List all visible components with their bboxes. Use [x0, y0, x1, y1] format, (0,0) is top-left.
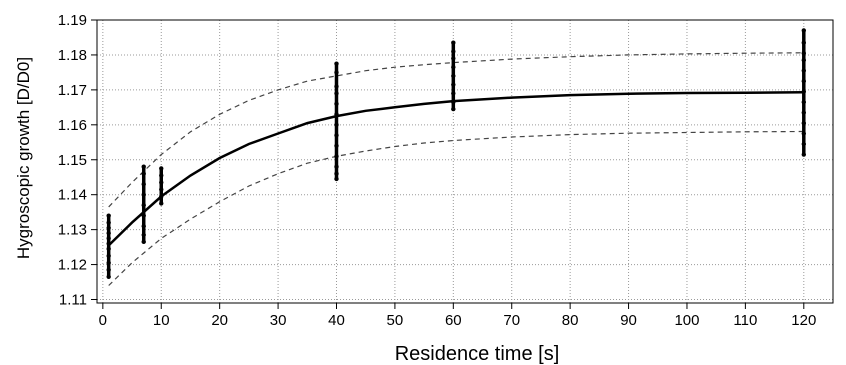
y-axis-title: Hygroscopic growth [D/D0] [14, 57, 33, 259]
y-tick-label: 1.17 [58, 82, 87, 99]
data-point [451, 64, 456, 70]
data-point [334, 154, 339, 159]
data-point [334, 171, 339, 176]
data-point [106, 225, 111, 231]
y-tick-label: 1.19 [58, 12, 87, 29]
data-point [801, 78, 806, 84]
data-point [106, 236, 111, 241]
series-lines [107, 52, 804, 286]
data-point [141, 171, 146, 176]
lower-bound-curve [108, 130, 804, 286]
data-point [801, 110, 806, 115]
data-point [106, 260, 111, 266]
data-point [451, 106, 456, 112]
grid-lines [97, 19, 833, 303]
data-point [801, 50, 806, 56]
data-point [334, 91, 339, 96]
data-point [106, 220, 111, 225]
data-point [801, 141, 806, 147]
x-tick-label: 110 [733, 312, 757, 329]
y-tick-label: 1.16 [58, 117, 87, 134]
data-point [159, 201, 164, 206]
data-point [141, 164, 146, 169]
data-point [801, 68, 806, 73]
x-axis-title: Residence time [s] [395, 343, 560, 365]
data-point [106, 267, 111, 273]
data-point [801, 57, 806, 63]
data-point [141, 239, 146, 245]
data-point [106, 274, 111, 279]
data-point [334, 70, 339, 75]
data-point [106, 213, 111, 218]
data-point [334, 61, 339, 66]
data-point [141, 182, 146, 187]
data-point [106, 241, 111, 246]
data-points [106, 28, 806, 279]
y-tick-label: 1.18 [58, 47, 87, 64]
data-point [141, 202, 146, 208]
data-point [801, 131, 806, 136]
data-point [801, 40, 806, 45]
y-tick-label: 1.14 [58, 187, 87, 204]
data-point [334, 133, 339, 138]
data-point [141, 192, 146, 197]
plot-frame [96, 19, 834, 304]
x-tick-label: 80 [562, 312, 579, 329]
x-tick-label: 10 [153, 312, 170, 329]
y-tick-labels: 1.11 1.12 1.13 1.14 1.15 1.16 1.17 1.18 1.19 [58, 12, 87, 309]
data-point [334, 122, 339, 128]
data-point [141, 223, 146, 229]
data-point [334, 176, 339, 182]
x-tick-label: 120 [791, 312, 816, 329]
data-point [451, 73, 456, 79]
axis-ticks [91, 19, 805, 309]
data-point [451, 99, 456, 105]
data-point [451, 49, 456, 54]
data-point [159, 187, 164, 192]
x-tick-label: 70 [503, 312, 520, 329]
x-tick-label: 40 [328, 312, 345, 329]
data-point [451, 40, 456, 45]
x-tick-labels: 0 10 20 30 40 50 60 70 80 90 100 110 120 [99, 312, 817, 329]
x-tick-label: 30 [270, 312, 287, 329]
x-tick-label: 50 [387, 312, 404, 329]
y-tick-label: 1.12 [58, 257, 87, 274]
data-point [334, 112, 339, 117]
data-point [801, 89, 806, 94]
x-tick-label: 20 [211, 312, 228, 329]
data-point [334, 164, 339, 169]
x-tick-label: 100 [674, 312, 699, 329]
data-point [159, 166, 164, 171]
data-point [801, 99, 806, 105]
data-point [334, 143, 339, 148]
data-point [801, 120, 806, 126]
x-tick-label: 60 [445, 312, 462, 329]
data-point [451, 56, 456, 61]
x-tick-label: 0 [99, 312, 107, 329]
y-tick-label: 1.15 [58, 152, 87, 169]
data-point [159, 194, 164, 199]
x-tick-label: 90 [620, 312, 637, 329]
data-point [801, 28, 806, 33]
data-point [451, 91, 456, 96]
data-point [334, 84, 339, 89]
data-point [106, 246, 111, 252]
data-point [106, 253, 111, 259]
data-point [159, 173, 164, 178]
y-tick-label: 1.11 [59, 292, 87, 309]
data-point [451, 82, 456, 87]
data-point [334, 101, 339, 107]
y-tick-label: 1.13 [58, 222, 87, 239]
data-point [801, 152, 806, 157]
upper-bound-curve [108, 52, 804, 208]
data-point [141, 213, 146, 218]
data-point [141, 232, 146, 238]
fit-curve [107, 91, 804, 247]
data-point [159, 180, 164, 185]
data-point [106, 230, 111, 236]
